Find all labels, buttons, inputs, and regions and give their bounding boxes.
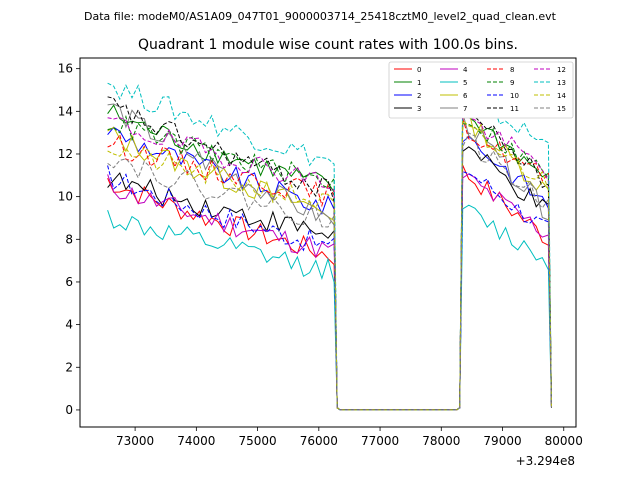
y-tick-label: 12 xyxy=(58,147,73,161)
x-tick-label: 76000 xyxy=(300,434,338,448)
series-line-5 xyxy=(107,204,552,411)
legend-label-11: 11 xyxy=(510,105,519,113)
legend-label-13: 13 xyxy=(557,79,566,87)
legend-label-0: 0 xyxy=(417,66,421,74)
y-tick-label: 0 xyxy=(65,403,73,417)
y-tick-label: 6 xyxy=(65,275,73,289)
legend-label-3: 3 xyxy=(417,105,421,113)
y-tick-label: 10 xyxy=(58,190,73,204)
legend-frame xyxy=(388,61,574,119)
legend-label-9: 9 xyxy=(510,79,514,87)
y-tick-label: 14 xyxy=(58,104,73,118)
series-line-12 xyxy=(107,113,552,411)
series-line-9 xyxy=(107,114,552,411)
x-tick-label: 75000 xyxy=(238,434,276,448)
plot-area xyxy=(79,57,577,428)
y-tick-label: 4 xyxy=(65,318,73,332)
legend-label-12: 12 xyxy=(557,66,566,74)
axis-layer: 73000 74000 75000 76000 77000 78000 79000 80000… xyxy=(58,62,583,448)
x-offset-label: +3.294e8 xyxy=(516,454,575,468)
series-line-3 xyxy=(107,146,552,411)
legend-label-7: 7 xyxy=(463,105,467,113)
chart-title: Quadrant 1 module wise count rates with … xyxy=(138,37,518,53)
x-tick-label: 80000 xyxy=(545,434,583,448)
legend-label-14: 14 xyxy=(557,92,566,100)
x-tick-label: 77000 xyxy=(361,434,399,448)
x-tick-label: 79000 xyxy=(483,434,521,448)
series-line-11 xyxy=(107,96,552,411)
chart-suptitle: Data file: modeM0/AS1A09_047T01_90000037… xyxy=(84,10,557,23)
y-tick-label: 2 xyxy=(65,360,73,374)
legend-label-10: 10 xyxy=(510,92,519,100)
series-line-15 xyxy=(107,132,552,411)
series-line-8 xyxy=(107,118,552,411)
x-tick-label: 73000 xyxy=(116,434,154,448)
series-line-4 xyxy=(107,173,552,411)
legend-label-4: 4 xyxy=(463,66,468,74)
legend-label-15: 15 xyxy=(557,105,566,113)
axes-frame xyxy=(79,57,577,428)
legend-label-6: 6 xyxy=(463,92,468,100)
x-tick-label: 74000 xyxy=(177,434,215,448)
series-line-6 xyxy=(107,110,552,411)
legend-label-8: 8 xyxy=(510,66,514,74)
series-layer xyxy=(107,82,552,411)
series-line-14 xyxy=(107,119,552,411)
y-tick-label: 8 xyxy=(65,232,73,246)
legend-label-5: 5 xyxy=(463,79,467,87)
y-tick-label: 16 xyxy=(58,62,73,76)
legend-label-2: 2 xyxy=(417,92,421,100)
x-tick-label: 78000 xyxy=(422,434,460,448)
legend-label-1: 1 xyxy=(417,79,421,87)
